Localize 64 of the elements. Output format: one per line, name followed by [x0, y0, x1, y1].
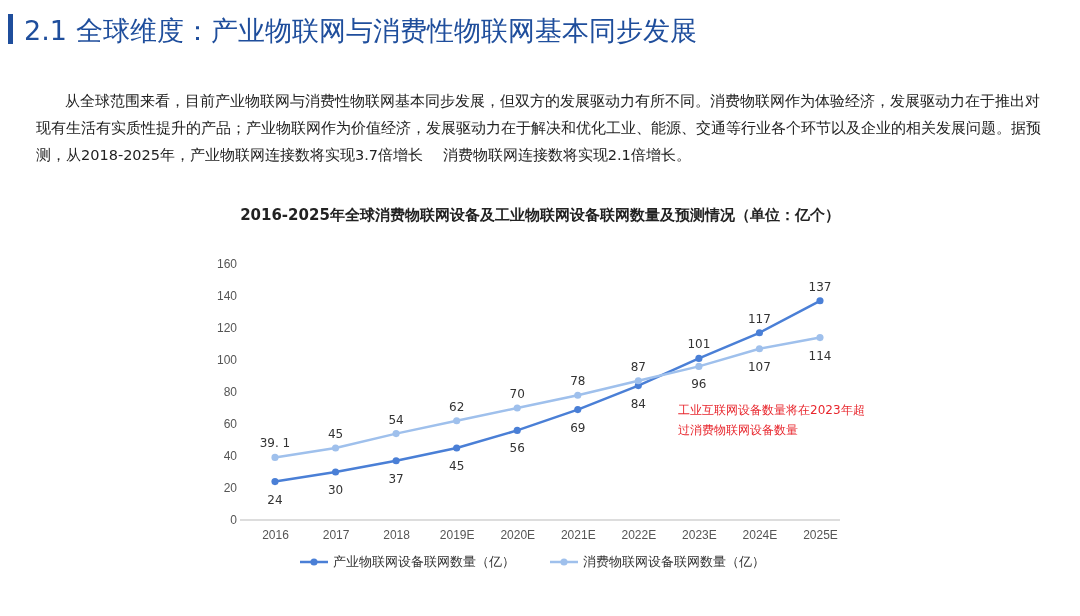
x-tick-label: 2018	[383, 527, 411, 542]
data-label: 96	[691, 377, 707, 392]
data-label: 37	[388, 471, 404, 486]
point	[755, 345, 764, 353]
y-tick-label: 120	[216, 321, 238, 336]
point	[695, 362, 703, 370]
point	[634, 377, 642, 385]
point	[331, 444, 340, 452]
point	[453, 417, 461, 425]
data-label: 56	[509, 441, 525, 456]
text: 从全球范围来看，目前产业物联网与消费性物联网基本同步发展，但双方的发展驱动力有所不同。消费物联网作为体验经济，发展驱动力在于推出对现有生活有实质性提升的产品；产业物联网作为价值经济，发展驱动力在于解决和优化工业、能源、交通等行业各个环节以及企业的相关发展问题。据预测，从2018-2025年，产业物联网连接数将实现3.7倍增长 消费物联网连接数将实现2.1倍增长。	[36, 92, 1042, 165]
point	[695, 354, 703, 362]
point	[331, 468, 340, 476]
data-label: 117	[747, 311, 771, 326]
data-label: 78	[570, 374, 586, 389]
data-label: 84	[630, 396, 646, 411]
data-label: 114	[808, 348, 832, 363]
y-tick-label: 40	[223, 449, 238, 464]
data-label: 87	[630, 359, 646, 374]
x-tick-label: 2016	[262, 527, 290, 542]
point	[453, 444, 461, 452]
data-label: 101	[687, 337, 711, 352]
data-label: 107	[747, 359, 771, 374]
point	[271, 478, 279, 486]
point	[271, 453, 279, 461]
x-tick-label: 2021E	[560, 527, 596, 542]
data-label: 69	[570, 420, 586, 435]
y-tick-label: 0	[230, 513, 238, 528]
point	[513, 426, 521, 434]
x-tick-label: 2020E	[500, 527, 536, 542]
data-label: 45	[327, 427, 344, 441]
data-label: 62	[449, 399, 465, 414]
data-label: 54	[388, 412, 404, 427]
point	[816, 334, 824, 342]
x-tick-label: 2019E	[439, 527, 475, 542]
data-label: 39. 1	[259, 436, 291, 451]
data-label: 24	[267, 492, 283, 507]
point	[574, 406, 582, 414]
data-label: 70	[509, 387, 525, 401]
data-label: 45	[449, 459, 465, 473]
point	[755, 329, 764, 337]
chart-title: 2.1 全球维度：产业物联网与消费性物联网基本同步发展	[24, 15, 697, 46]
y-tick-label: 20	[223, 481, 238, 496]
legend-label: 产业物联网设备联网数量（亿）	[333, 554, 515, 569]
point	[574, 391, 582, 399]
annotation: 工业互联网设备数量将在2023年超过消费物联网设备数量	[678, 403, 865, 437]
x-tick-label: 2024E	[742, 527, 778, 542]
point	[392, 457, 400, 465]
x-tick-label: 2025E	[803, 527, 838, 542]
y-tick-label: 140	[216, 289, 238, 304]
x-tick-label: 2023E	[682, 527, 717, 542]
data-label: 137	[808, 279, 832, 294]
y-tick-label: 160	[216, 257, 238, 272]
y-tick-label: 100	[216, 353, 238, 368]
legend-label: 消费物联网设备联网数量（亿）	[583, 554, 765, 569]
x-tick-label: 2017	[322, 527, 350, 542]
point	[816, 297, 824, 305]
data-label: 30	[327, 483, 344, 497]
x-tick-label: 2022E	[621, 527, 657, 542]
y-tick-label: 80	[223, 385, 238, 400]
y-tick-label: 60	[223, 417, 238, 432]
chart-subtitle: 2016-2025年全球消费物联网设备及工业物联网设备联网数量及预测情况（单位：亿个）	[240, 206, 840, 224]
point	[392, 430, 400, 438]
point	[513, 404, 521, 412]
